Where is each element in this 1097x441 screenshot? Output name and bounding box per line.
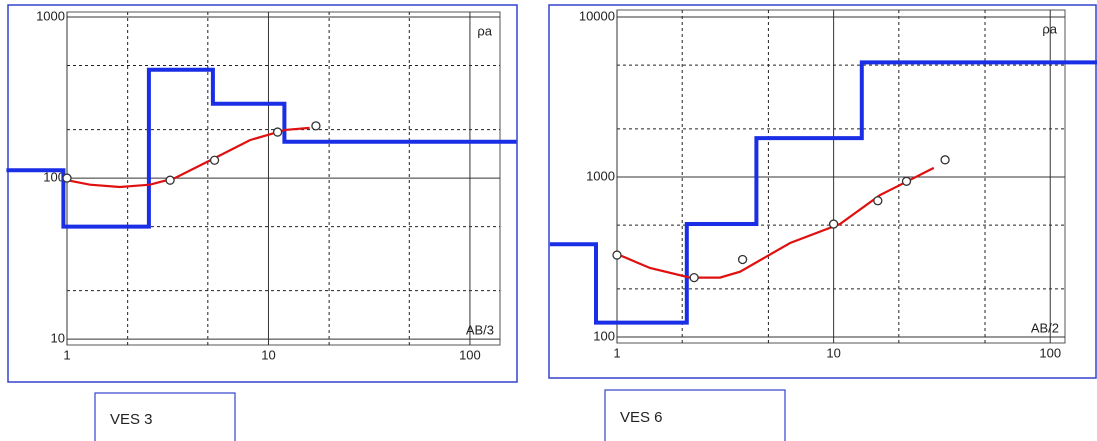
fit-curve [616, 166, 935, 279]
caption-box [94, 392, 236, 441]
y-tick-label: 10 [51, 331, 65, 346]
y-tick-label: 100 [43, 170, 65, 185]
model-line [549, 60, 1097, 325]
y-axis-label: ρa [477, 23, 492, 38]
x-tick-label: 1 [613, 345, 620, 360]
x-tick-label: 100 [459, 347, 481, 362]
data-point [612, 250, 622, 260]
panel-border [7, 4, 518, 383]
caption: VES 6 [620, 409, 663, 426]
data-point [209, 155, 220, 165]
y-axis-label: ρa [1042, 21, 1057, 36]
x-tick-label: 1 [63, 347, 70, 362]
caption: VES 3 [110, 411, 153, 428]
x-axis-label: AB/2 [1031, 320, 1059, 335]
data-point [311, 121, 321, 131]
x-tick-label: 10 [261, 347, 275, 362]
data-point [689, 272, 699, 283]
y-tick-label: 10000 [579, 8, 615, 23]
data-point [940, 155, 950, 165]
x-tick-label: 10 [826, 345, 840, 360]
data-point [737, 254, 748, 265]
x-axis-label: AB/3 [466, 322, 494, 337]
panel-border [548, 4, 1097, 379]
data-point [62, 173, 72, 183]
caption-box [604, 389, 786, 441]
y-tick-label: 1000 [586, 168, 615, 183]
data-point [873, 196, 883, 206]
data-point [272, 127, 283, 137]
y-tick-label: 100 [593, 328, 615, 343]
x-tick-label: 100 [1039, 345, 1061, 360]
data-point [828, 219, 839, 229]
model-line [6, 67, 517, 229]
y-tick-label: 1000 [36, 8, 65, 23]
data-point [901, 176, 912, 186]
data-point [165, 175, 175, 185]
